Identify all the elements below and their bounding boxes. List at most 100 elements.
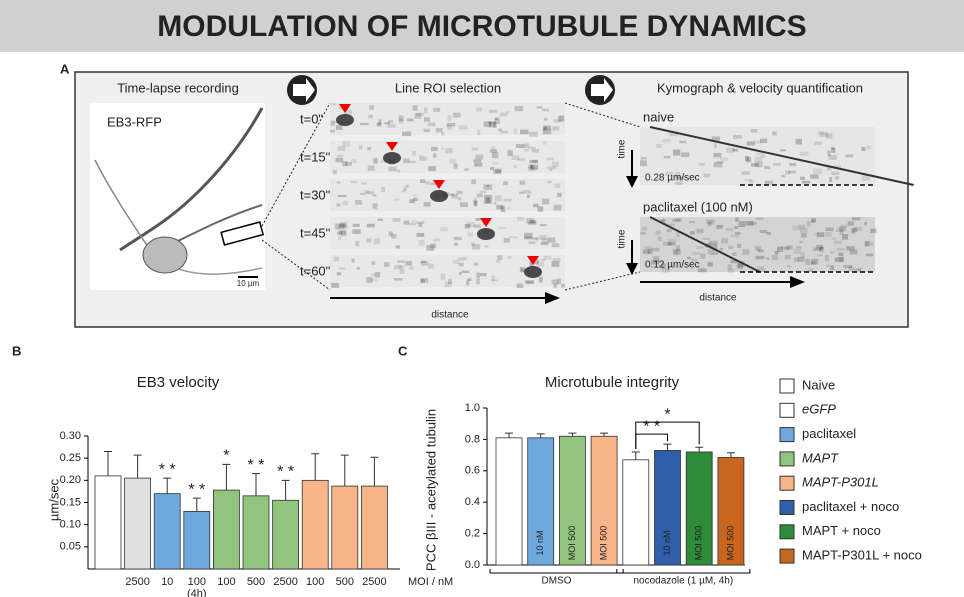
image-noise xyxy=(451,193,458,199)
image-noise xyxy=(644,246,652,250)
image-noise xyxy=(418,223,423,227)
image-noise xyxy=(732,252,737,256)
image-noise xyxy=(647,248,653,254)
image-noise xyxy=(806,220,812,227)
error-bar xyxy=(631,451,640,460)
marker xyxy=(527,256,539,265)
image-noise xyxy=(799,227,808,233)
image-noise xyxy=(352,223,360,227)
image-noise xyxy=(793,248,801,254)
image-noise xyxy=(420,260,426,263)
velocity-label: 0.12 µm/sec xyxy=(645,260,700,271)
image-noise xyxy=(531,237,539,240)
image-noise xyxy=(529,164,535,169)
bar xyxy=(559,435,586,566)
group-bracket xyxy=(616,569,751,574)
image-noise xyxy=(840,224,848,228)
image-noise xyxy=(839,229,844,236)
significance: * xyxy=(664,406,670,423)
image-noise xyxy=(672,149,681,156)
y-tick-label: 0.25 xyxy=(60,452,81,464)
error-bar xyxy=(104,451,112,476)
image-noise xyxy=(440,227,448,232)
image-noise xyxy=(507,150,513,156)
image-noise xyxy=(661,268,670,273)
image-noise xyxy=(513,128,518,134)
image-noise xyxy=(819,246,824,251)
image-noise xyxy=(711,136,720,142)
error-bar xyxy=(600,432,609,437)
image-noise xyxy=(508,236,518,239)
image-noise xyxy=(691,251,701,255)
image-noise xyxy=(716,161,724,164)
image-noise xyxy=(864,241,870,247)
x-tick-label: 100 xyxy=(217,576,235,588)
image-noise xyxy=(780,149,787,152)
image-noise xyxy=(784,246,791,251)
error-bar xyxy=(311,453,320,481)
image-noise xyxy=(373,158,378,164)
image-noise xyxy=(444,281,452,288)
image-noise xyxy=(399,118,404,124)
image-noise xyxy=(674,250,679,255)
kymo-track xyxy=(649,216,761,273)
y-axis-label: PCC βIII - acetylated tubulin xyxy=(423,409,438,571)
image-noise xyxy=(793,257,799,262)
image-noise xyxy=(401,190,406,193)
significance: * xyxy=(223,448,229,465)
image-noise xyxy=(799,240,803,243)
image-noise xyxy=(477,129,481,136)
image-noise xyxy=(516,283,524,289)
image-noise xyxy=(640,232,647,235)
image-noise xyxy=(766,232,771,235)
legend-swatch xyxy=(779,451,795,467)
image-noise xyxy=(345,162,352,166)
image-noise xyxy=(652,256,660,262)
image-noise xyxy=(525,280,534,285)
image-noise xyxy=(527,221,537,226)
image-noise xyxy=(858,267,862,274)
image-noise xyxy=(836,227,844,233)
image-noise xyxy=(336,203,341,207)
error-bar xyxy=(252,473,260,496)
image-noise xyxy=(361,182,367,185)
image-noise xyxy=(427,122,436,127)
image-noise xyxy=(864,241,874,247)
image-noise xyxy=(816,232,825,238)
image-noise xyxy=(835,176,839,180)
timepoint-label: t=30" xyxy=(300,187,331,202)
image-noise xyxy=(476,107,482,112)
image-noise xyxy=(535,238,539,243)
image-noise xyxy=(557,192,562,197)
legend-label: MAPT-P301L xyxy=(802,475,879,490)
image-noise xyxy=(402,131,411,137)
image-noise xyxy=(754,156,763,162)
legend-label: MAPT-P301L + noco xyxy=(802,548,922,563)
image-noise xyxy=(676,176,685,180)
image-noise xyxy=(448,158,457,164)
image-noise xyxy=(497,255,503,261)
image-noise xyxy=(656,144,662,149)
image-noise xyxy=(367,165,375,171)
image-noise xyxy=(811,258,819,265)
bar-label: 10 nM xyxy=(662,530,672,555)
image-noise xyxy=(810,174,819,179)
image-noise xyxy=(789,162,797,167)
image-noise xyxy=(388,166,397,172)
y-tick-label: 0.30 xyxy=(60,430,81,442)
image-noise xyxy=(341,224,348,229)
image-noise xyxy=(657,236,662,241)
image-noise xyxy=(342,161,348,167)
timepoint-label: t=0" xyxy=(300,111,323,126)
image-noise xyxy=(866,253,874,257)
image-noise xyxy=(831,148,836,153)
bar xyxy=(301,479,329,570)
image-noise xyxy=(492,162,499,165)
image-noise xyxy=(819,246,824,253)
bar-label: MOI 500 xyxy=(567,526,577,561)
image-noise xyxy=(543,125,552,130)
image-noise xyxy=(558,115,565,122)
image-noise xyxy=(814,141,823,145)
marker xyxy=(480,218,492,227)
image-noise xyxy=(721,238,728,244)
